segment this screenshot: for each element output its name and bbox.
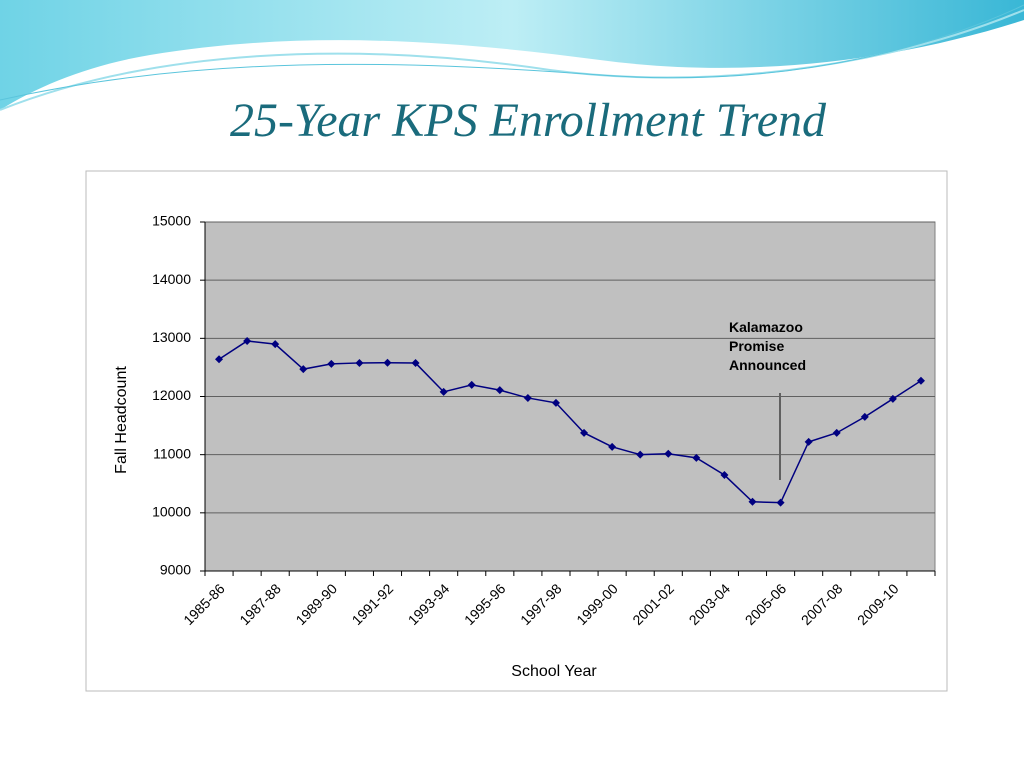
- marker: [439, 387, 448, 396]
- series-line: [218, 340, 922, 504]
- marker: [551, 398, 560, 407]
- decor-wave-line: [0, 4, 1024, 101]
- annotation: Kalamazoo Promise Announced: [729, 319, 806, 373]
- marker: [327, 359, 336, 368]
- y-tick-label: 13000: [152, 329, 191, 345]
- marker: [636, 450, 645, 459]
- marker: [692, 453, 701, 462]
- marker: [243, 336, 252, 345]
- marker: [355, 358, 364, 367]
- marker: [523, 393, 532, 402]
- y-tick-label: 10000: [152, 504, 191, 520]
- decor-wave: [0, 0, 1024, 110]
- marker: [608, 442, 617, 451]
- y-tick-label: 11000: [153, 445, 191, 461]
- y-tick-label: 14000: [152, 271, 191, 287]
- marker: [832, 428, 841, 437]
- y-tick-label: 12000: [152, 387, 191, 403]
- marker: [580, 428, 589, 437]
- marker: [271, 340, 280, 349]
- marker: [888, 394, 897, 403]
- marker: [215, 355, 224, 364]
- marker: [299, 365, 308, 374]
- marker: [720, 471, 729, 480]
- marker: [804, 437, 813, 446]
- marker: [916, 376, 925, 385]
- marker: [411, 359, 420, 368]
- y-axis-label: Fall Headcount: [113, 366, 130, 474]
- y-tick-label: 15000: [152, 213, 191, 229]
- marker: [664, 449, 673, 458]
- y-tick-label: 9000: [160, 562, 191, 578]
- marker: [748, 497, 757, 506]
- x-axis-label: School Year: [511, 663, 597, 680]
- marker: [776, 498, 785, 507]
- marker: [383, 358, 392, 367]
- marker: [495, 386, 504, 395]
- chart-title: 25-Year KPS Enrollment Trend: [230, 94, 827, 147]
- marker: [860, 412, 869, 421]
- marker: [467, 380, 476, 389]
